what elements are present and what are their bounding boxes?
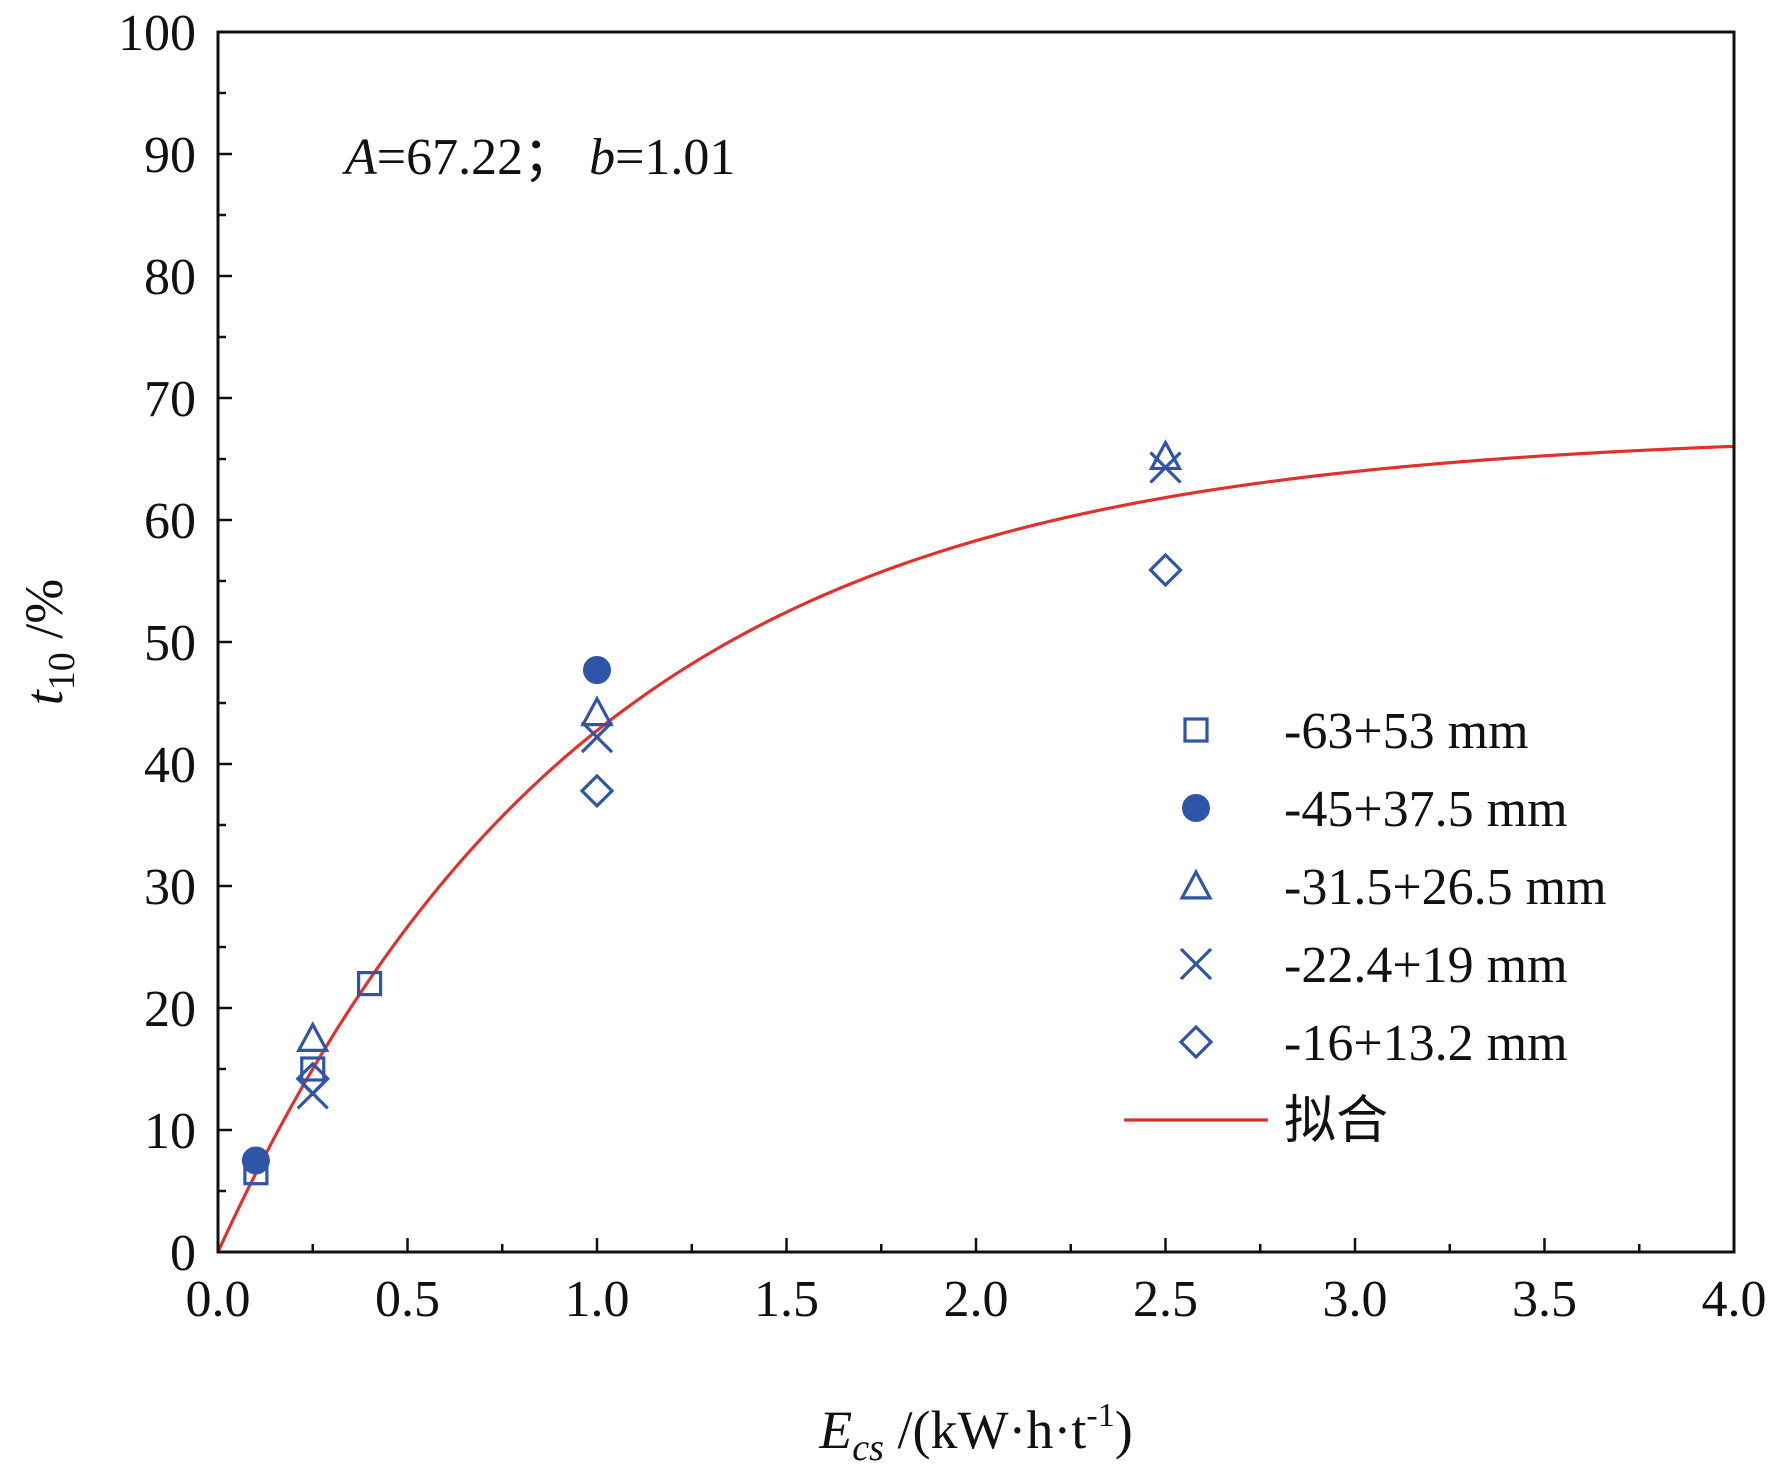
y-tick-label: 0	[170, 1225, 196, 1282]
y-tick-label: 30	[144, 859, 196, 916]
data-point-diamond	[1148, 552, 1183, 588]
y-axis-unit: /%	[14, 579, 74, 653]
y-tick-label: 40	[144, 737, 196, 794]
legend-label: -31.5+26.5 mm	[1284, 859, 1607, 916]
legend-symbol-diamond	[1178, 1024, 1214, 1060]
x-axis-title: Ecs /(kW·h·t-1)	[818, 1397, 1132, 1469]
param-b-symbol: b	[589, 129, 615, 186]
data-point-square	[357, 970, 383, 997]
x-tick-label: 3.0	[1323, 1271, 1388, 1328]
y-tick-label: 80	[144, 249, 196, 306]
y-axis-ticks: 0 10 20 30 40 50 60 70 80 90 100	[118, 5, 232, 1282]
x-tick-label: 0.0	[186, 1271, 251, 1328]
x-tick-label: 4.0	[1702, 1271, 1767, 1328]
x-tick-label: 0.5	[375, 1271, 440, 1328]
x-tick-label: 3.5	[1512, 1271, 1577, 1328]
param-b-value: =1.01	[615, 129, 735, 186]
legend-symbol-triangle	[1179, 868, 1213, 900]
x-tick-label: 1.0	[565, 1271, 630, 1328]
data-point-x	[1149, 451, 1182, 484]
data-point-diamond	[579, 773, 615, 809]
y-tick-label: 60	[144, 493, 196, 550]
y-axis-title: t10 /%	[14, 579, 83, 706]
param-a-value: =67.22；	[377, 129, 575, 186]
fit-curve	[218, 444, 1734, 1252]
y-tick-label: 90	[144, 127, 196, 184]
legend-label: -63+53 mm	[1284, 703, 1529, 760]
fit-parameters-annotation: A=67.22； b=1.01	[342, 129, 735, 186]
x-tick-label: 1.5	[754, 1271, 819, 1328]
x-axis-unit-close: )	[1115, 1400, 1133, 1460]
y-tick-label: 50	[144, 615, 196, 672]
x-tick-label: 2.5	[1133, 1271, 1198, 1328]
data-point-triangle	[580, 695, 614, 727]
legend-label: -22.4+19 mm	[1284, 937, 1568, 994]
data-point-circle	[583, 656, 611, 685]
x-axis-ticks: 0.0 0.5 1.0 1.5 2.0 2.5 3.0 3.5 4.0	[186, 1238, 1767, 1328]
y-tick-label: 20	[144, 981, 196, 1038]
plot-frame	[216, 30, 1736, 1254]
data-point-square	[300, 1056, 326, 1082]
x-axis-unit: /(kW·h·t	[884, 1400, 1086, 1460]
data-points-layer	[241, 439, 1183, 1186]
data-point-diamond	[295, 1061, 331, 1097]
x-tick-label: 2.0	[944, 1271, 1009, 1328]
legend-label-fit: 拟合	[1284, 1093, 1388, 1150]
legend-symbol-x	[1179, 947, 1213, 981]
legend-label: -16+13.2 mm	[1284, 1015, 1568, 1072]
x-axis-subscript: cs	[852, 1427, 884, 1469]
legend-symbol-square	[1183, 717, 1209, 743]
x-axis-symbol: E	[818, 1400, 852, 1460]
y-tick-label: 100	[118, 5, 196, 62]
data-point-x	[580, 721, 614, 754]
data-point-circle	[241, 1146, 270, 1175]
y-axis-symbol: t	[14, 688, 74, 705]
legend-symbol-circle	[1182, 794, 1210, 822]
param-a-symbol: A	[342, 129, 377, 186]
legend: -63+53 mm -45+37.5 mm -31.5+26.5 mm -22.4+1…	[1124, 703, 1607, 1150]
y-tick-label: 10	[144, 1103, 196, 1160]
y-axis-subscript: 10	[41, 652, 83, 690]
x-axis-unit-superscript: -1	[1086, 1397, 1114, 1434]
legend-label: -45+37.5 mm	[1284, 781, 1568, 838]
fit-curve-layer	[218, 444, 1734, 1252]
data-point-triangle	[296, 1021, 330, 1052]
y-tick-label: 70	[144, 371, 196, 428]
